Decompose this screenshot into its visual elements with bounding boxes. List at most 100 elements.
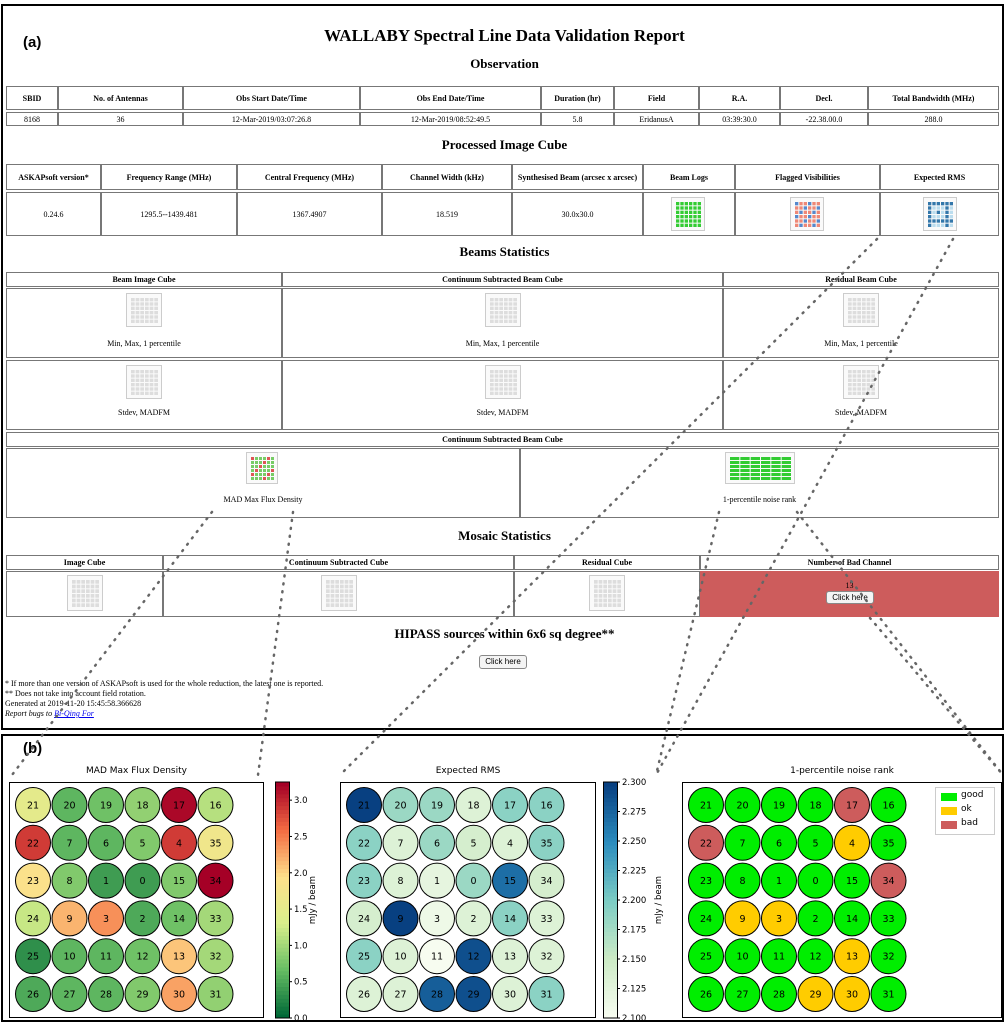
beam-label: 25 (27, 952, 39, 963)
beam-stats-thumbnail[interactable] (484, 293, 521, 327)
beam-label: 9 (397, 914, 403, 925)
beam-marker (124, 787, 161, 823)
proc-value-cell: 1367.4907 (237, 192, 382, 236)
beam-label: 2 (812, 914, 818, 925)
beam-label: 25 (700, 952, 712, 963)
beam-marker (761, 787, 797, 823)
beam-marker (124, 824, 161, 861)
colorbar-segment (275, 900, 289, 905)
colorbar-tick-label: 3.0 (294, 796, 308, 806)
beam-label: 11 (773, 952, 785, 963)
colorbar-segment (603, 978, 617, 984)
beam-label: 27 (736, 990, 748, 1001)
beam-logs-thumbnail[interactable] (671, 197, 705, 231)
colorbar-segment (603, 990, 617, 995)
colorbar-segment (603, 848, 617, 854)
legend-label: ok (961, 804, 972, 814)
beam-label: 30 (846, 990, 858, 1001)
colorbar-segment (275, 801, 289, 807)
colorbar: 0.0 0.5 1.0 1.5 2.0 2.5 3.0 mJy / beam (275, 781, 318, 1022)
beam-label: 14 (173, 914, 185, 925)
beam-marker (492, 938, 528, 975)
colorbar-segment (603, 884, 617, 889)
obs-value-cell: 12-Mar-2019/08:52:49.5 (360, 112, 541, 126)
beams-row2-caption: Stdev, MADFM (476, 408, 529, 417)
beam-stats-thumbnail[interactable] (843, 293, 879, 327)
colorbar-segment (275, 892, 289, 897)
beam-marker (346, 976, 382, 1012)
beam-marker (528, 787, 565, 823)
mosaic-thumbnail[interactable] (589, 575, 625, 611)
report-bugs-link[interactable]: Bi-Qing For (54, 709, 94, 718)
beam-label: 5 (139, 838, 145, 849)
beam-marker (528, 938, 565, 975)
beam-marker (870, 787, 907, 823)
beam-marker (382, 938, 419, 975)
colorbar-segment (603, 998, 617, 1003)
colorbar-segment (603, 911, 617, 917)
chart-plot-area: 21 20 19 18 17 16 22 7 6 5 4 35 23 8 1 0 15 34 24 9 3 2 14 33 25… (9, 782, 264, 1018)
beam-marker (197, 824, 234, 861)
beam-marker (724, 938, 761, 975)
colorbar-segment (603, 986, 617, 991)
colorbar-segment (603, 935, 617, 940)
beam-label: 33 (882, 914, 894, 925)
beam-label: 12 (467, 952, 479, 963)
colorbar-segment (603, 809, 617, 814)
colorbar-segment (275, 793, 289, 799)
mosaic-thumbnail[interactable] (66, 575, 103, 611)
obs-header-cell: Obs Start Date/Time (183, 86, 360, 110)
beam-marker (870, 824, 907, 861)
colorbar-segment (275, 907, 289, 913)
beam-label: 5 (470, 838, 476, 849)
beam-marker (724, 976, 761, 1012)
mad-thumbnail[interactable] (246, 452, 278, 484)
colorbar-segment (603, 856, 617, 862)
colorbar-segment (603, 892, 617, 897)
flagged-visibilities-thumbnail[interactable] (790, 197, 824, 231)
beam-label: 12 (809, 952, 821, 963)
colorbar-segment (603, 959, 617, 964)
beam-marker (382, 976, 419, 1012)
beam-label: 29 (136, 990, 148, 1001)
obs-header-cell: SBID (6, 86, 58, 110)
beams-heading: Beams Statistics (459, 244, 550, 259)
beam-label: 24 (358, 914, 370, 925)
beam-label: 9 (66, 914, 72, 925)
beam-marker (51, 824, 88, 861)
mosaic-heading: Mosaic Statistics (458, 528, 551, 543)
beam-stdev-thumbnail[interactable] (843, 365, 879, 399)
colorbar-segment (275, 1006, 289, 1011)
colorbar-segment (275, 959, 289, 964)
beam-stdev-thumbnail[interactable] (126, 365, 162, 399)
beam-marker (761, 976, 797, 1012)
expected-rms-thumbnail[interactable] (923, 197, 957, 231)
beam-label: 28 (100, 990, 112, 1001)
colorbar-segment (275, 809, 289, 814)
beam-marker (492, 862, 528, 899)
beam-marker (15, 862, 51, 899)
mosaic-header-cell: Image Cube (6, 555, 163, 570)
colorbar-segment (275, 1010, 289, 1015)
beam-marker (161, 938, 197, 975)
beam-label: 10 (736, 952, 748, 963)
bad-channel-button[interactable]: Click here (826, 591, 874, 604)
obs-value-cell: 8168 (6, 112, 58, 126)
colorbar-segment (275, 990, 289, 995)
beam-marker (346, 862, 382, 899)
beam-label: 7 (739, 838, 745, 849)
beam-label: 0 (812, 876, 818, 887)
beam-label: 22 (358, 838, 370, 849)
noise-rank-thumbnail[interactable] (725, 452, 795, 484)
beam-label: 30 (173, 990, 185, 1001)
beam-label: 35 (540, 838, 552, 849)
proc-header-cell: Channel Width (kHz) (382, 164, 512, 190)
beam-label: 32 (540, 952, 552, 963)
mosaic-thumbnail[interactable] (320, 575, 357, 611)
hipass-button[interactable]: Click here (479, 655, 527, 669)
beam-stats-thumbnail[interactable] (126, 293, 162, 327)
beam-stdev-thumbnail[interactable] (484, 365, 521, 399)
beam-marker (15, 976, 51, 1012)
obs-header-cell: R.A. (699, 86, 780, 110)
beam-marker (492, 900, 528, 937)
